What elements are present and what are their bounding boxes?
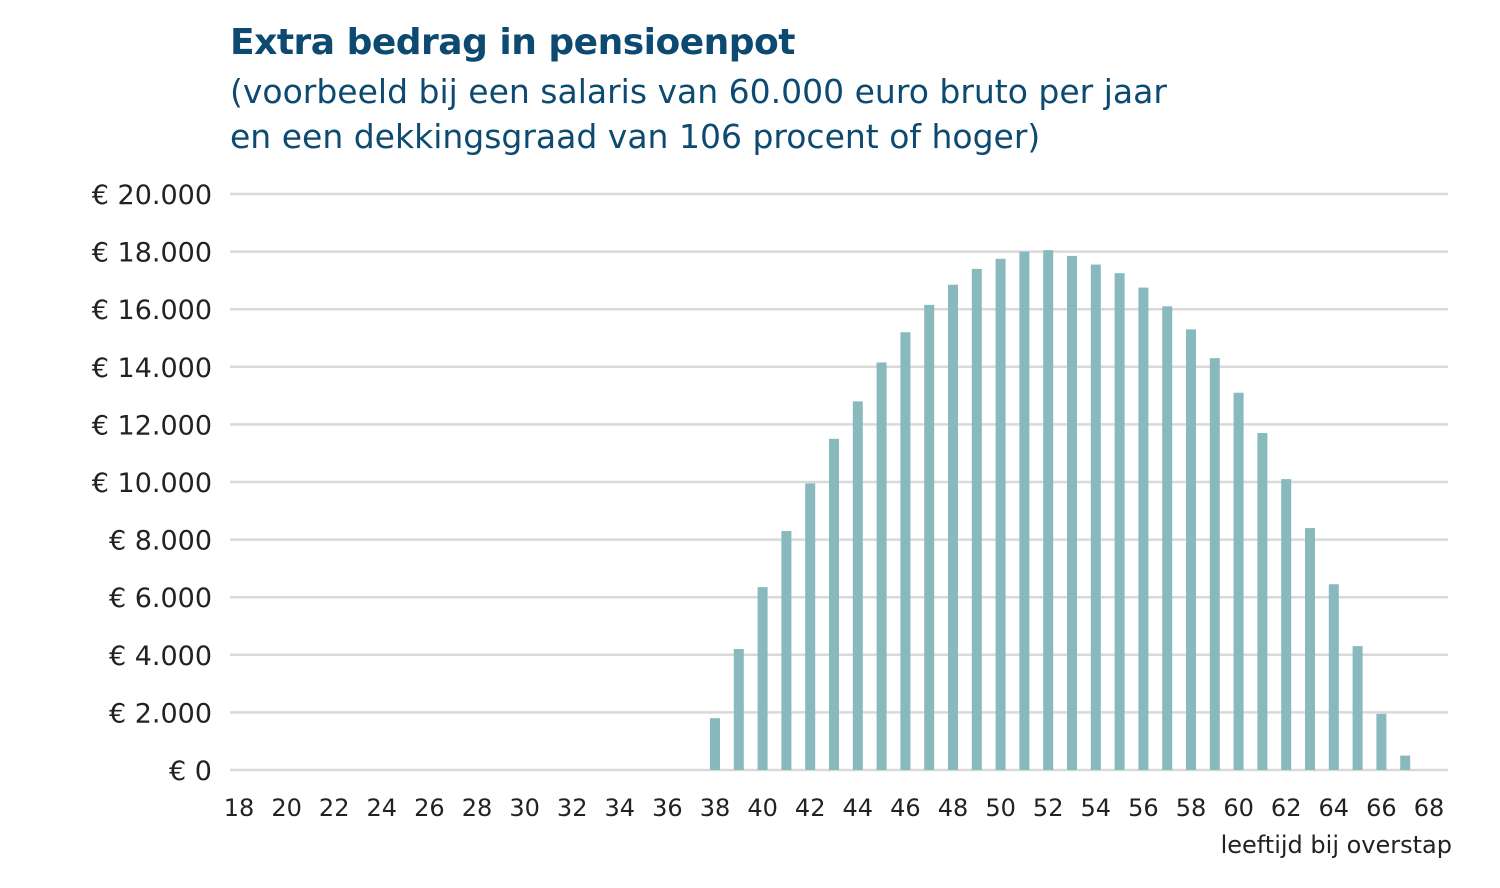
y-tick-label: € 14.000	[92, 353, 212, 384]
y-tick-label: € 16.000	[92, 295, 212, 326]
bar	[1186, 329, 1196, 770]
bar	[1233, 392, 1244, 770]
chart-subtitle-line-1: (voorbeeld bij een salaris van 60.000 eu…	[230, 72, 1167, 111]
chart-title: Extra bedrag in pensioenpot	[230, 22, 795, 63]
x-tick-label: 20	[271, 794, 302, 822]
x-tick-label: 52	[1033, 794, 1064, 822]
bar	[852, 401, 863, 770]
bar	[1114, 273, 1125, 770]
bar	[1376, 713, 1387, 770]
y-axis-tick-labels: € 0 € 2.000 € 4.000 € 6.000 € 8.000 € 10.000 €…	[92, 180, 212, 787]
bar	[805, 483, 816, 770]
bar	[829, 438, 839, 770]
x-tick-label: 68	[1414, 794, 1445, 822]
y-tick-label: € 4.000	[109, 641, 212, 672]
y-tick-label: € 0	[169, 756, 212, 787]
bar	[1209, 358, 1220, 770]
x-tick-label: 56	[1128, 794, 1159, 822]
bar	[710, 718, 720, 770]
bar	[1328, 584, 1339, 770]
x-axis-tick-labels: 18 20 22 24 26 28 30 32 34 36 38 40 42 44 46 48 50 52 54 56…	[224, 794, 1445, 822]
x-tick-label: 58	[1176, 794, 1207, 822]
x-tick-label: 36	[652, 794, 683, 822]
y-tick-label: € 18.000	[92, 238, 212, 269]
x-tick-label: 66	[1366, 794, 1397, 822]
bar	[1352, 646, 1363, 770]
bars	[710, 250, 1411, 771]
y-tick-label: € 2.000	[109, 698, 212, 729]
x-tick-label: 40	[747, 794, 778, 822]
x-tick-label: 44	[843, 794, 874, 822]
bar	[876, 362, 887, 770]
y-tick-label: € 10.000	[92, 468, 212, 499]
chart-subtitle-line-2: en een dekkingsgraad van 106 procent of …	[230, 117, 1041, 156]
x-tick-label: 48	[938, 794, 969, 822]
y-tick-label: € 12.000	[92, 410, 212, 441]
bar	[900, 332, 911, 770]
x-tick-label: 18	[224, 794, 255, 822]
x-tick-label: 64	[1319, 794, 1350, 822]
bar	[948, 284, 958, 770]
bar	[733, 649, 744, 770]
x-tick-label: 60	[1223, 794, 1254, 822]
bar	[1138, 287, 1149, 770]
y-tick-label: € 6.000	[109, 583, 212, 614]
x-tick-label: 30	[509, 794, 540, 822]
bar	[1043, 250, 1054, 770]
bar	[1067, 255, 1077, 771]
bar	[1162, 306, 1173, 770]
bar	[781, 530, 792, 770]
x-tick-label: 54	[1081, 794, 1112, 822]
x-tick-label: 38	[700, 794, 731, 822]
bar	[1019, 251, 1030, 771]
bar	[1400, 755, 1411, 770]
x-tick-label: 50	[985, 794, 1016, 822]
bar	[995, 258, 1006, 770]
bar	[924, 304, 935, 770]
x-tick-label: 24	[367, 794, 398, 822]
x-tick-label: 22	[319, 794, 350, 822]
y-tick-label: € 20.000	[92, 180, 212, 211]
bar	[1257, 433, 1268, 770]
x-tick-label: 62	[1271, 794, 1302, 822]
x-tick-label: 42	[795, 794, 826, 822]
bar	[1305, 528, 1315, 770]
bar	[757, 587, 768, 770]
bar	[1090, 264, 1101, 770]
bar	[1281, 479, 1292, 770]
y-tick-label: € 8.000	[109, 526, 212, 557]
x-tick-label: 34	[605, 794, 636, 822]
x-tick-label: 26	[414, 794, 445, 822]
x-axis-label: leeftijd bij overstap	[1221, 831, 1452, 859]
x-tick-label: 32	[557, 794, 588, 822]
x-tick-label: 46	[890, 794, 921, 822]
bar	[971, 268, 982, 770]
x-tick-label: 28	[462, 794, 493, 822]
